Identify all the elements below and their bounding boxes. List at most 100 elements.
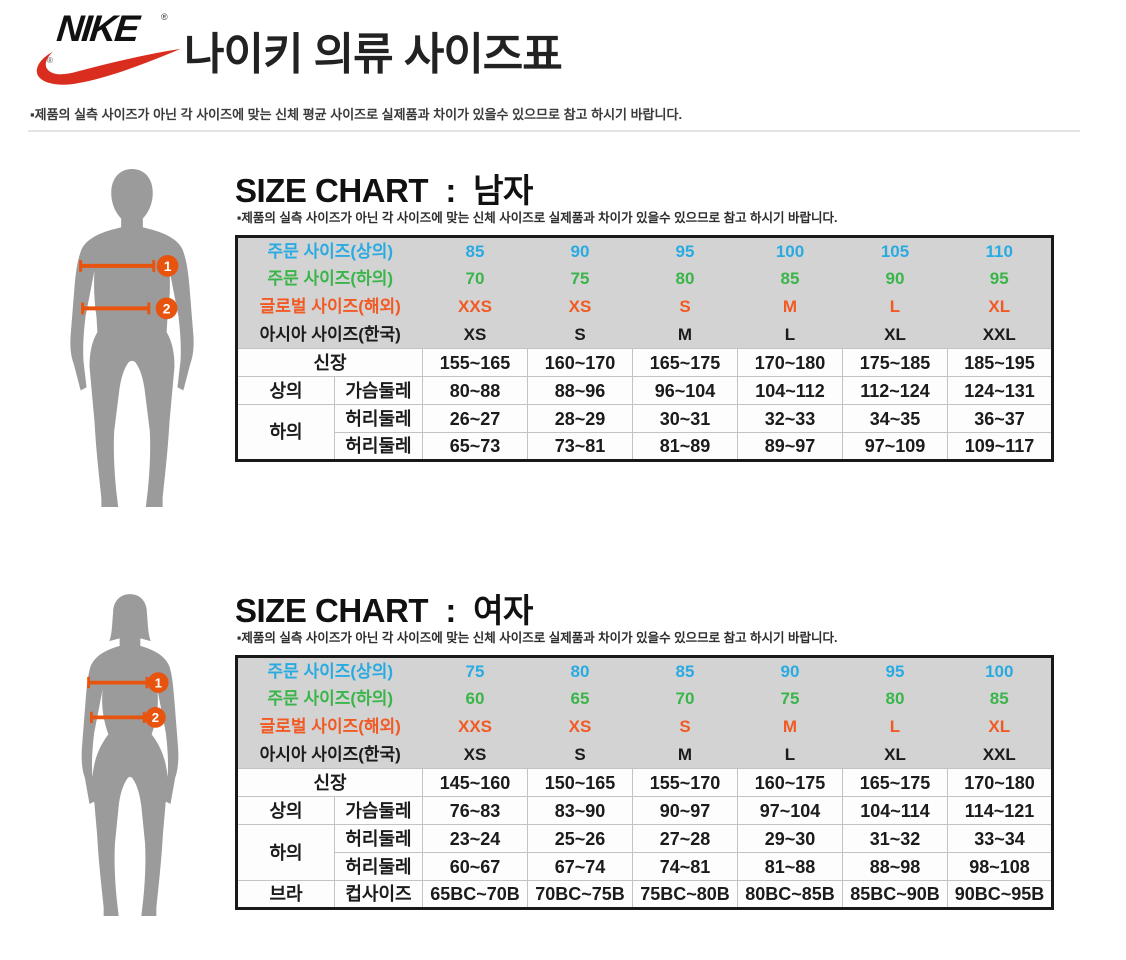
size-value-cell: 95	[947, 264, 1053, 293]
measurement-value-cell: 80BC~85B	[737, 880, 843, 909]
size-header-row: 아시아 사이즈(한국) XS S M L XL XXL	[236, 320, 1053, 349]
measurement-value-cell: 83~90	[527, 796, 633, 825]
measurement-value-cell: 65BC~70B	[422, 880, 528, 909]
size-value-cell: 70	[422, 264, 528, 293]
measurement-value-cell: 88~98	[842, 852, 948, 881]
size-value-cell: XS	[422, 740, 528, 769]
measurement-row: 하의 허리둘레 23~24 25~26 27~28 29~30 31~32 33~34	[236, 824, 1053, 881]
size-value-cell: 95	[632, 236, 738, 265]
female-body-shape	[81, 594, 179, 916]
measurement-value-cell: 170~180	[947, 768, 1053, 797]
male-silhouette-figure: 1 2	[70, 169, 194, 507]
size-value-cell: L	[737, 320, 843, 349]
waist-measure-marker: 2	[90, 707, 166, 728]
size-row-label: 글로벌 사이즈(해외)	[236, 712, 423, 741]
page-title: 나이키 의류 사이즈표	[184, 30, 563, 79]
measurement-value-cell: 175~185	[842, 348, 948, 377]
measurement-row: 상의 가슴둘레 80~88 88~96 96~104 104~112 112~124 124~…	[236, 376, 1053, 405]
measurement-value-cell: 33~34	[947, 824, 1053, 853]
measure-label-cell: 가슴둘레	[334, 376, 423, 405]
measurement-value-cell: 34~35	[842, 404, 948, 433]
measurement-value-cell: 109~117	[947, 432, 1053, 461]
measurement-row: 신장 145~160 150~165 155~170 160~175 165~175 170…	[236, 768, 1053, 797]
measurement-value-cell: 145~160	[422, 768, 528, 797]
waist-marker-badge	[155, 297, 178, 320]
measure-label-cell: 허리둘레	[334, 824, 423, 853]
chest-marker-number: 1	[164, 258, 172, 274]
size-value-cell: M	[737, 712, 843, 741]
size-value-cell: S	[632, 712, 738, 741]
measurement-value-cell: 70BC~75B	[527, 880, 633, 909]
size-value-cell: S	[527, 740, 633, 769]
waist-measure-marker: 2	[81, 297, 178, 320]
registered-mark: ®	[47, 56, 53, 65]
size-value-cell: S	[527, 320, 633, 349]
size-value-cell: XS	[527, 712, 633, 741]
measurement-value-cell: 85BC~90B	[842, 880, 948, 909]
size-value-cell: 90	[737, 656, 843, 685]
group-label-cell: 상의	[236, 376, 335, 405]
size-value-cell: 65	[527, 684, 633, 713]
measure-label-cell: 허리둘레	[334, 852, 423, 881]
size-value-cell: M	[737, 292, 843, 321]
size-value-cell: XL	[842, 320, 948, 349]
size-value-cell: XXS	[422, 712, 528, 741]
size-value-cell: L	[842, 712, 948, 741]
nike-swoosh-icon	[36, 48, 181, 85]
size-value-cell: 75	[422, 656, 528, 685]
measurement-value-cell: 170~180	[737, 348, 843, 377]
measurement-value-cell: 36~37	[947, 404, 1053, 433]
nike-wordmark: NIKE	[54, 8, 140, 49]
measurement-value-cell: 90BC~95B	[947, 880, 1053, 909]
size-value-cell: 85	[422, 236, 528, 265]
size-value-cell: L	[737, 740, 843, 769]
measurement-value-cell: 104~114	[842, 796, 948, 825]
measurement-value-cell: 80~88	[422, 376, 528, 405]
measure-label-cell: 컵사이즈	[334, 880, 423, 909]
women-size-table: 주문 사이즈(상의) 75 80 85 90 95 100 주문 사이즈(하의) 60 65 70 7…	[235, 655, 1054, 910]
header-divider	[28, 130, 1080, 132]
size-row-label: 아시아 사이즈(한국)	[236, 320, 423, 349]
chest-measure-marker: 1	[79, 255, 179, 277]
size-row-label: 주문 사이즈(상의)	[236, 656, 423, 685]
measurement-value-cell: 32~33	[737, 404, 843, 433]
size-value-cell: 105	[842, 236, 948, 265]
measurement-value-cell: 124~131	[947, 376, 1053, 405]
size-value-cell: 70	[632, 684, 738, 713]
measure-label-cell: 가슴둘레	[334, 796, 423, 825]
measurement-value-cell: 96~104	[632, 376, 738, 405]
size-value-cell: XL	[842, 740, 948, 769]
size-value-cell: 85	[632, 656, 738, 685]
measurement-value-cell: 65~73	[422, 432, 528, 461]
measurement-value-cell: 98~108	[947, 852, 1053, 881]
top-note: ▪제품의 실측 사이즈가 아닌 각 사이즈에 맞는 신체 평균 사이즈로 실제품…	[30, 107, 683, 122]
waist-marker-number: 2	[163, 300, 171, 316]
measurement-value-cell: 81~89	[632, 432, 738, 461]
measurement-value-cell: 160~170	[527, 348, 633, 377]
size-value-cell: 75	[737, 684, 843, 713]
group-label-cell: 브라	[236, 880, 335, 909]
size-row-label: 주문 사이즈(하의)	[236, 684, 423, 713]
size-value-cell: XXL	[947, 320, 1053, 349]
men-section-subtitle: ▪제품의 실측 사이즈가 아닌 각 사이즈에 맞는 신체 사이즈로 실제품과 차…	[237, 211, 838, 225]
group-label-cell: 하의	[236, 824, 335, 881]
measurement-value-cell: 73~81	[527, 432, 633, 461]
measurement-value-cell: 185~195	[947, 348, 1053, 377]
measurement-row: 신장 155~165 160~170 165~175 170~180 175~185 185…	[236, 348, 1053, 377]
size-header-row: 글로벌 사이즈(해외) XXS XS S M L XL	[236, 292, 1053, 321]
measurement-value-cell: 30~31	[632, 404, 738, 433]
measurement-value-cell: 26~27	[422, 404, 528, 433]
size-value-cell: 100	[737, 236, 843, 265]
male-body-shape	[70, 169, 194, 507]
bust-measure-marker: 1	[87, 672, 169, 693]
measurement-value-cell: 97~109	[842, 432, 948, 461]
measurement-value-cell: 160~175	[737, 768, 843, 797]
size-row-label: 주문 사이즈(상의)	[236, 236, 423, 265]
nike-logo: NIKE ® ®	[35, 6, 185, 92]
measurement-value-cell: 104~112	[737, 376, 843, 405]
measurement-value-cell: 25~26	[527, 824, 633, 853]
men-size-table: 주문 사이즈(상의) 85 90 95 100 105 110 주문 사이즈(하의) 70 75 8…	[235, 235, 1054, 462]
size-value-cell: XS	[527, 292, 633, 321]
measurement-row: 허리둘레 60~67 67~74 74~81 81~88 88~98 98~108	[237, 852, 1053, 881]
measurement-value-cell: 165~175	[842, 768, 948, 797]
